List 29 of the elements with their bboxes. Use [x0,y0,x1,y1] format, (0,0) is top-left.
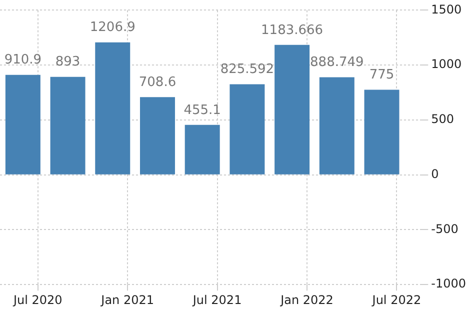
x-tick-label: Jul 2020 [12,292,62,307]
data-label: 1206.9 [90,20,136,36]
data-label: 1183.666 [261,22,324,38]
y-tick-label: 0 [431,166,439,181]
x-tick-label: Jan 2022 [280,292,334,307]
y-tick-label: -500 [431,222,458,236]
bar [5,74,40,174]
data-label: 893 [55,54,80,70]
data-label: 910.9 [4,52,42,68]
y-tick-label: 1000 [431,57,462,72]
data-label: 888.749 [310,55,364,70]
data-label: 708.6 [138,74,176,90]
bar [140,97,175,174]
y-tick-label: 500 [431,112,454,126]
x-tick-label: Jan 2021 [100,292,154,307]
data-label: 455.1 [184,102,221,118]
bar [319,77,354,174]
bar [364,90,400,174]
bar [274,44,310,174]
data-label: 775 [369,68,394,83]
bar [50,76,86,174]
y-tick-label: -1000 [431,276,466,291]
bar [95,42,130,174]
y-tick-label: 1500 [431,2,462,16]
x-tick-label: Jul 2022 [371,292,422,307]
x-tick-label: Jul 2021 [192,292,242,307]
data-label: 825.592 [220,62,274,78]
bar [230,84,265,174]
bar [184,124,220,174]
